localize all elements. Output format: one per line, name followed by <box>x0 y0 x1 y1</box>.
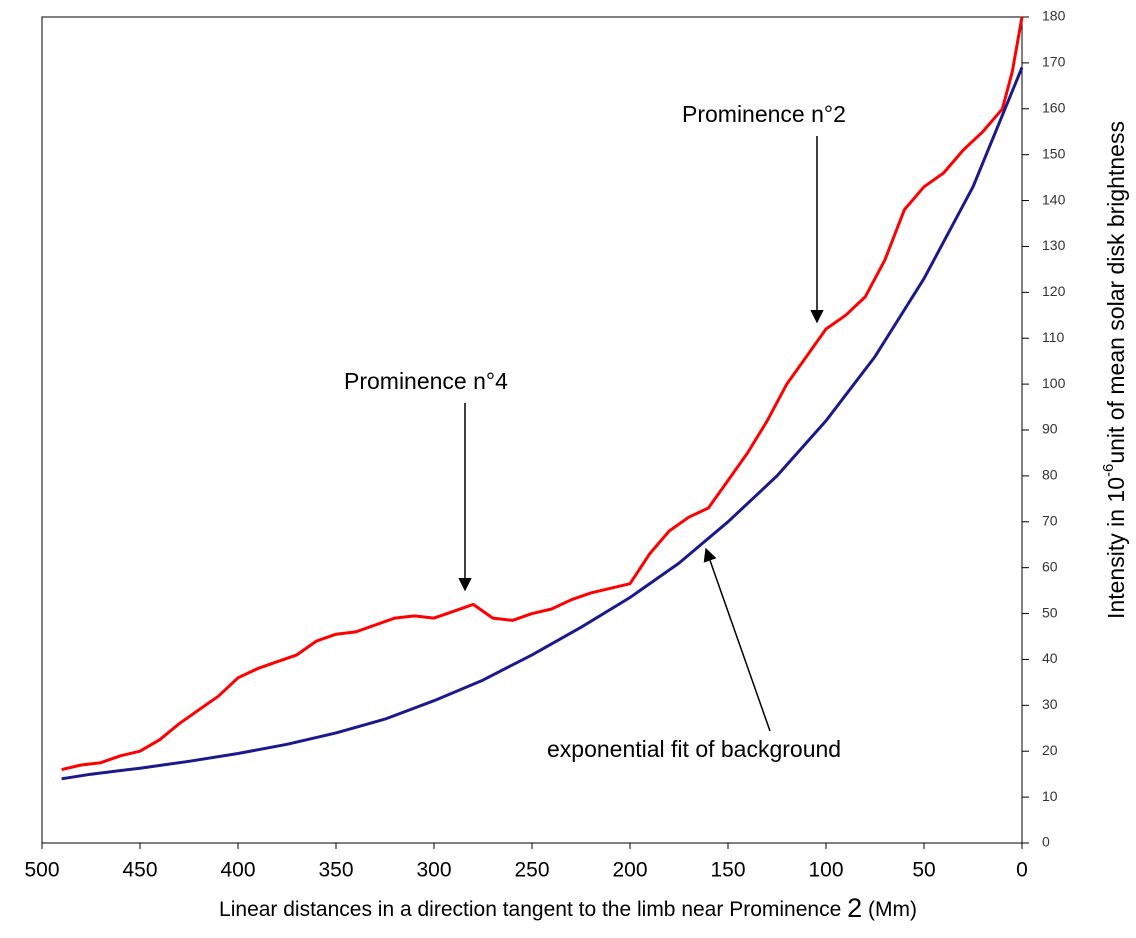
y-tick-label: 20 <box>1042 742 1058 758</box>
y-axis-label-part: -6 <box>1100 464 1117 477</box>
x-axis-label-part: (Mm) <box>868 898 917 921</box>
y-tick-label: 110 <box>1042 329 1065 345</box>
y-tick-label: 180 <box>1042 8 1066 24</box>
y-tick-label: 80 <box>1042 467 1058 483</box>
x-tick-label: 500 <box>24 859 59 882</box>
x-tick-label: 0 <box>1016 859 1028 882</box>
y-tick-label: 40 <box>1042 650 1058 666</box>
plot-frame <box>41 16 1023 844</box>
y-axis-label: Intensity in 10-6unit of mean solar disk… <box>1100 121 1129 619</box>
y-tick-label: 60 <box>1042 558 1058 574</box>
x-tick-label: 200 <box>612 859 647 882</box>
y-tick-label: 50 <box>1042 604 1058 620</box>
y-tick-label: 0 <box>1042 834 1050 850</box>
data-line <box>61 16 1024 772</box>
x-tick-label: 150 <box>710 859 745 882</box>
y-tick-label: 30 <box>1042 696 1058 712</box>
x-tick-label: 100 <box>808 859 843 882</box>
x-axis-label-part: 2 <box>847 893 862 923</box>
y-tick-label: 140 <box>1042 191 1066 207</box>
y-tick-label: 150 <box>1042 145 1066 161</box>
x-tick-label: 50 <box>912 859 935 882</box>
y-axis-label-part: Intensity in 10 <box>1103 477 1129 619</box>
x-tick-label: 400 <box>220 859 255 882</box>
annotation: Prominence n°2 <box>682 101 846 127</box>
y-tick-label: 10 <box>1042 788 1058 804</box>
x-axis-label: Linear distances in a direction tangent … <box>219 893 917 923</box>
y-tick-label: 120 <box>1042 283 1066 299</box>
y-tick-label: 90 <box>1042 421 1058 437</box>
annotation: exponential fit of background <box>547 736 841 762</box>
x-tick-label: 450 <box>122 859 157 882</box>
y-tick-label: 130 <box>1042 237 1066 253</box>
y-tick-label: 100 <box>1042 375 1066 391</box>
annotation: Prominence n°4 <box>344 368 508 394</box>
y-tick-label: 70 <box>1042 512 1058 528</box>
x-tick-label: 250 <box>514 859 549 882</box>
x-axis-label-part: Linear distances in a direction tangent … <box>219 898 841 921</box>
data-line <box>61 66 1024 781</box>
y-tick-label: 170 <box>1042 54 1066 70</box>
y-tick-label: 160 <box>1042 99 1066 115</box>
x-tick-label: 300 <box>416 859 451 882</box>
x-tick-label: 350 <box>318 859 353 882</box>
annotation-arrow <box>703 547 771 732</box>
y-axis-label-part: unit of mean solar disk brightness <box>1103 121 1129 464</box>
